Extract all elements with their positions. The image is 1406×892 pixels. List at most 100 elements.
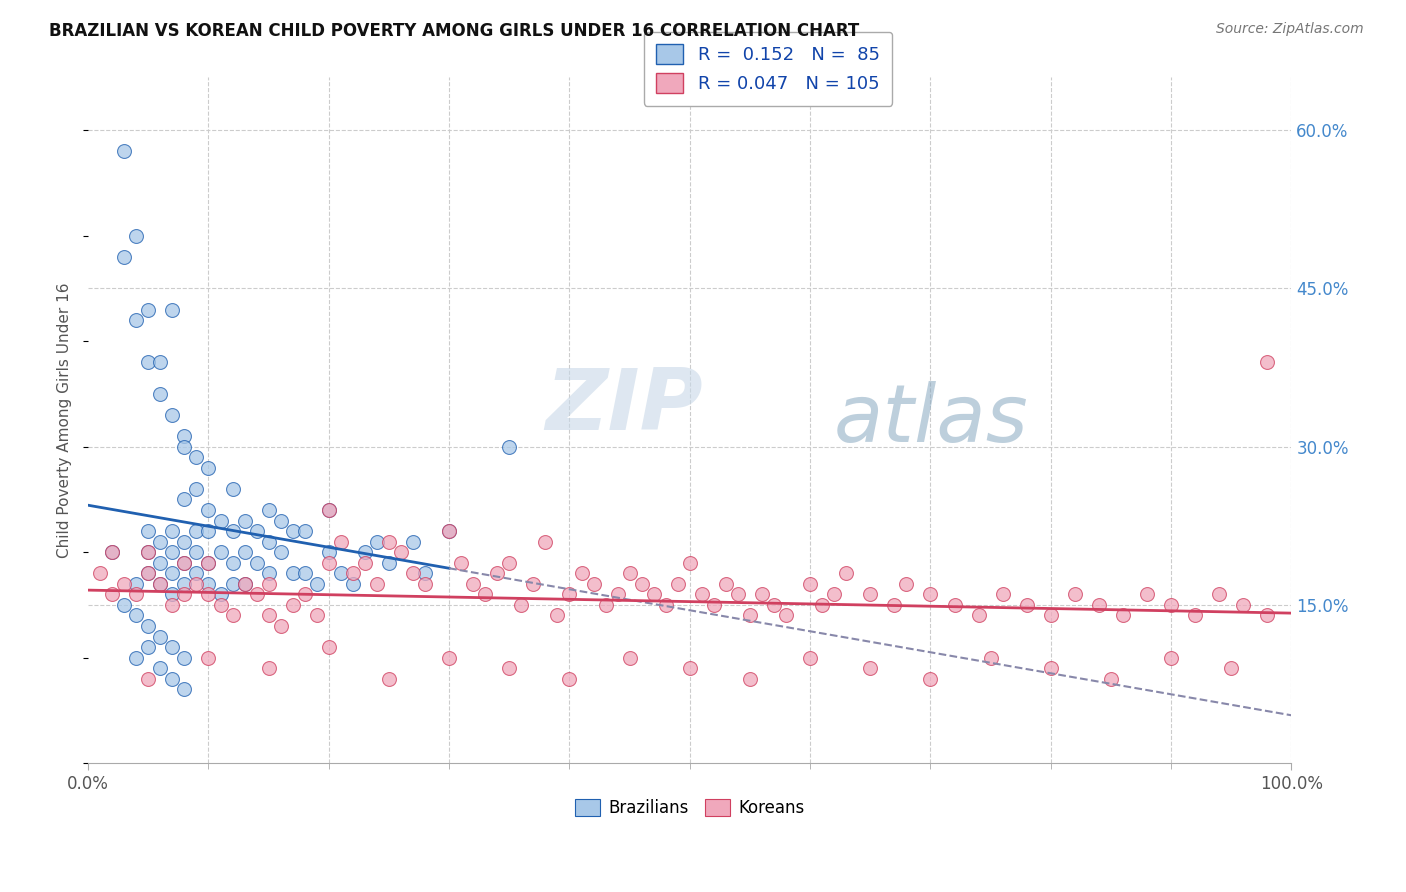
Point [859, 661, 882, 675]
Point [1136, 587, 1159, 601]
Point [619, 650, 641, 665]
Point [666, 576, 689, 591]
Point [136, 545, 159, 559]
Point [162, 524, 184, 538]
Point [714, 576, 737, 591]
Point [342, 576, 364, 591]
Point [1160, 598, 1182, 612]
Point [606, 587, 628, 601]
Point [630, 576, 652, 591]
Point [318, 545, 340, 559]
Point [136, 302, 159, 317]
Point [859, 587, 882, 601]
Point [402, 534, 425, 549]
Point [162, 545, 184, 559]
Point [186, 450, 208, 465]
Point [270, 545, 292, 559]
Point [1039, 608, 1062, 623]
Point [1184, 608, 1206, 623]
Point [558, 587, 581, 601]
Point [173, 534, 195, 549]
Point [112, 145, 135, 159]
Point [197, 576, 219, 591]
Point [173, 682, 195, 697]
Point [486, 566, 509, 581]
Point [173, 429, 195, 443]
Point [209, 598, 232, 612]
Point [209, 514, 232, 528]
Point [1160, 650, 1182, 665]
Point [162, 587, 184, 601]
Point [125, 608, 148, 623]
Point [835, 566, 858, 581]
Point [1112, 608, 1135, 623]
Point [366, 576, 388, 591]
Point [257, 534, 280, 549]
Text: BRAZILIAN VS KOREAN CHILD POVERTY AMONG GIRLS UNDER 16 CORRELATION CHART: BRAZILIAN VS KOREAN CHILD POVERTY AMONG … [49, 22, 859, 40]
Point [558, 672, 581, 686]
Point [498, 661, 520, 675]
Point [329, 566, 352, 581]
Point [1063, 587, 1085, 601]
Point [125, 313, 148, 327]
Point [582, 576, 605, 591]
Point [546, 608, 568, 623]
Point [136, 545, 159, 559]
Point [450, 556, 472, 570]
Point [1220, 661, 1243, 675]
Point [197, 556, 219, 570]
Point [233, 576, 256, 591]
Point [89, 566, 111, 581]
Point [799, 650, 821, 665]
Point [1232, 598, 1254, 612]
Point [173, 556, 195, 570]
Point [318, 640, 340, 654]
Point [679, 556, 702, 570]
Point [378, 534, 401, 549]
Point [246, 524, 269, 538]
Text: Source: ZipAtlas.com: Source: ZipAtlas.com [1216, 22, 1364, 37]
Point [257, 566, 280, 581]
Point [162, 640, 184, 654]
Point [727, 587, 749, 601]
Point [101, 587, 124, 601]
Point [318, 503, 340, 517]
Point [149, 355, 172, 369]
Text: atlas: atlas [834, 381, 1029, 459]
Point [463, 576, 485, 591]
Point [498, 556, 520, 570]
Point [1099, 672, 1122, 686]
Point [281, 566, 304, 581]
Point [136, 619, 159, 633]
Point [173, 556, 195, 570]
Point [209, 545, 232, 559]
Point [883, 598, 905, 612]
Point [318, 503, 340, 517]
Point [221, 524, 243, 538]
Point [136, 355, 159, 369]
Point [413, 576, 436, 591]
Point [1256, 608, 1278, 623]
Point [1039, 661, 1062, 675]
Point [294, 587, 316, 601]
Point [149, 576, 172, 591]
Point [679, 661, 702, 675]
Point [233, 576, 256, 591]
Point [112, 576, 135, 591]
Point [498, 440, 520, 454]
Point [703, 598, 725, 612]
Point [991, 587, 1014, 601]
Point [173, 576, 195, 591]
Point [920, 587, 942, 601]
Point [437, 650, 460, 665]
Point [112, 598, 135, 612]
Point [738, 608, 761, 623]
Point [257, 503, 280, 517]
Point [305, 608, 328, 623]
Point [173, 440, 195, 454]
Point [101, 545, 124, 559]
Point [257, 576, 280, 591]
Point [136, 524, 159, 538]
Point [197, 650, 219, 665]
Y-axis label: Child Poverty Among Girls Under 16: Child Poverty Among Girls Under 16 [58, 283, 72, 558]
